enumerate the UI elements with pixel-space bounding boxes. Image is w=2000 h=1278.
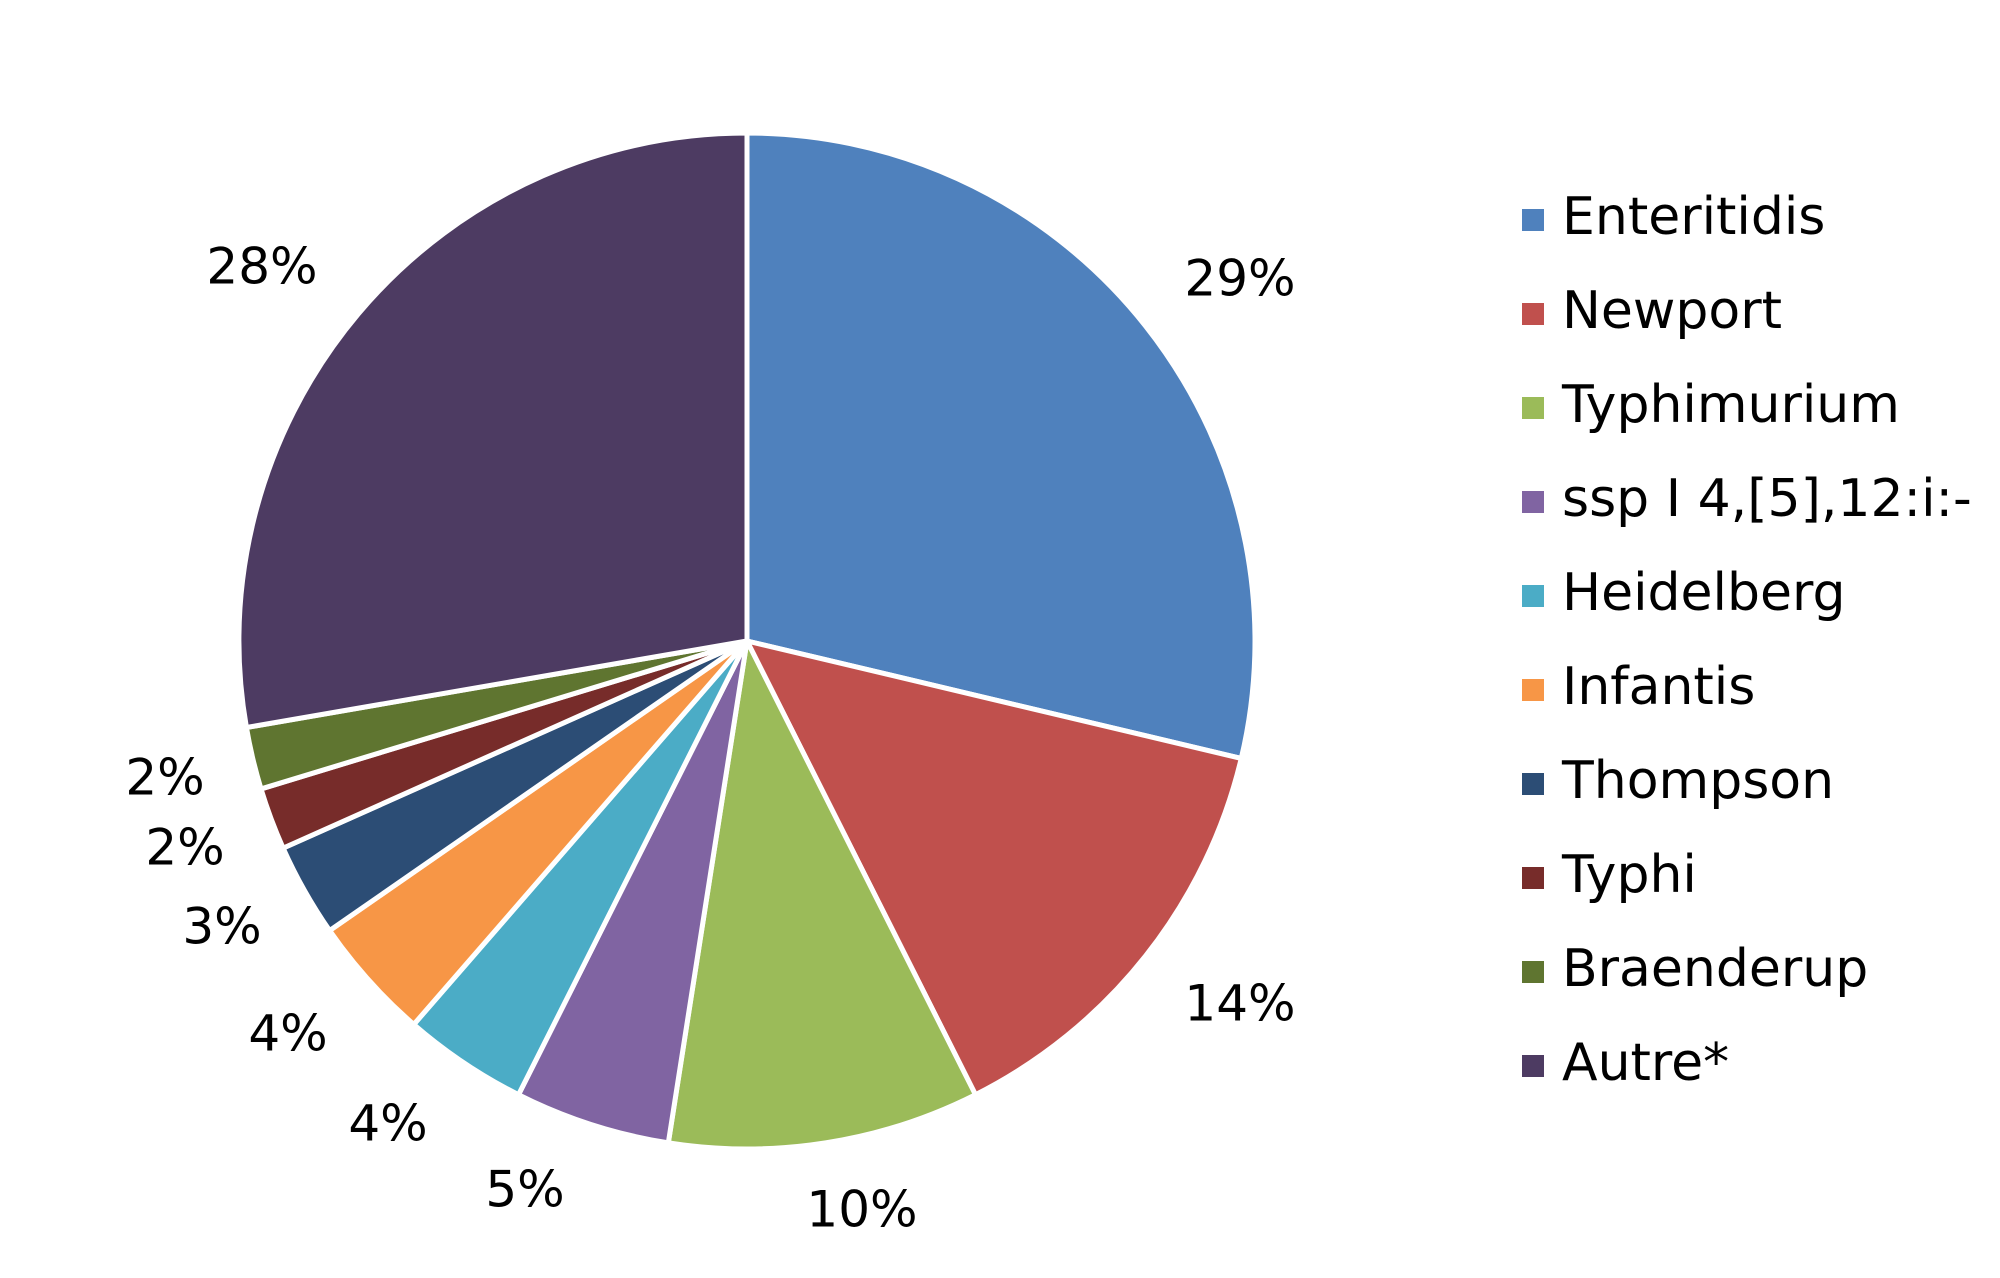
legend-label-newport: Newport bbox=[1562, 281, 1782, 341]
data-label-ssp-i-4-5-12-i: 5% bbox=[485, 1161, 564, 1219]
data-label-braenderup: 2% bbox=[125, 749, 204, 807]
legend-swatch-newport bbox=[1522, 303, 1544, 325]
data-label-heidelberg: 4% bbox=[348, 1095, 427, 1153]
data-label-thompson: 3% bbox=[182, 898, 261, 956]
data-label-newport: 14% bbox=[1184, 975, 1295, 1033]
pie-slice-newport bbox=[744, 638, 1244, 1098]
legend-swatch-ssp-i-4-5-12-i bbox=[1522, 491, 1544, 513]
legend-label-typhi: Typhi bbox=[1561, 845, 1697, 905]
legend-label-autre: Autre* bbox=[1562, 1033, 1729, 1093]
pie-slice-typhimurium bbox=[665, 638, 979, 1152]
data-label-enteritidis: 29% bbox=[1184, 250, 1295, 308]
legend-swatch-infantis bbox=[1522, 679, 1544, 701]
pie-slices bbox=[236, 130, 1258, 1152]
legend-label-ssp-i-4-5-12-i: ssp I 4,[5],12:i:- bbox=[1562, 469, 1972, 529]
legend-swatch-braenderup bbox=[1522, 961, 1544, 983]
data-label-typhimurium: 10% bbox=[806, 1181, 917, 1239]
data-label-autre: 28% bbox=[206, 238, 317, 296]
data-label-typhi: 2% bbox=[145, 819, 224, 877]
legend-swatch-autre bbox=[1522, 1055, 1544, 1077]
pie-slice-enteritidis bbox=[744, 130, 1258, 761]
legend: Enteritidis Newport Typhimurium ssp I 4,[5]… bbox=[1522, 187, 1972, 1093]
pie-slice-ssp-i-4-5-12-i bbox=[515, 638, 750, 1146]
legend-swatch-heidelberg bbox=[1522, 585, 1544, 607]
legend-swatch-enteritidis bbox=[1522, 209, 1544, 231]
legend-label-typhimurium: Typhimurium bbox=[1561, 375, 1900, 435]
legend-label-infantis: Infantis bbox=[1562, 657, 1755, 717]
pie-slice-autre bbox=[236, 130, 750, 730]
legend-swatch-typhi bbox=[1522, 867, 1544, 889]
legend-label-enteritidis: Enteritidis bbox=[1562, 187, 1825, 247]
legend-label-thompson: Thompson bbox=[1561, 751, 1834, 811]
legend-label-braenderup: Braenderup bbox=[1562, 939, 1868, 999]
legend-swatch-thompson bbox=[1522, 773, 1544, 795]
data-label-infantis: 4% bbox=[248, 1005, 327, 1063]
legend-label-heidelberg: Heidelberg bbox=[1562, 563, 1845, 623]
pie-data-labels: 29% 14% 10% 5% 4% 4% 3% 2% 2% 28% bbox=[125, 238, 1295, 1239]
legend-swatch-typhimurium bbox=[1522, 397, 1544, 419]
